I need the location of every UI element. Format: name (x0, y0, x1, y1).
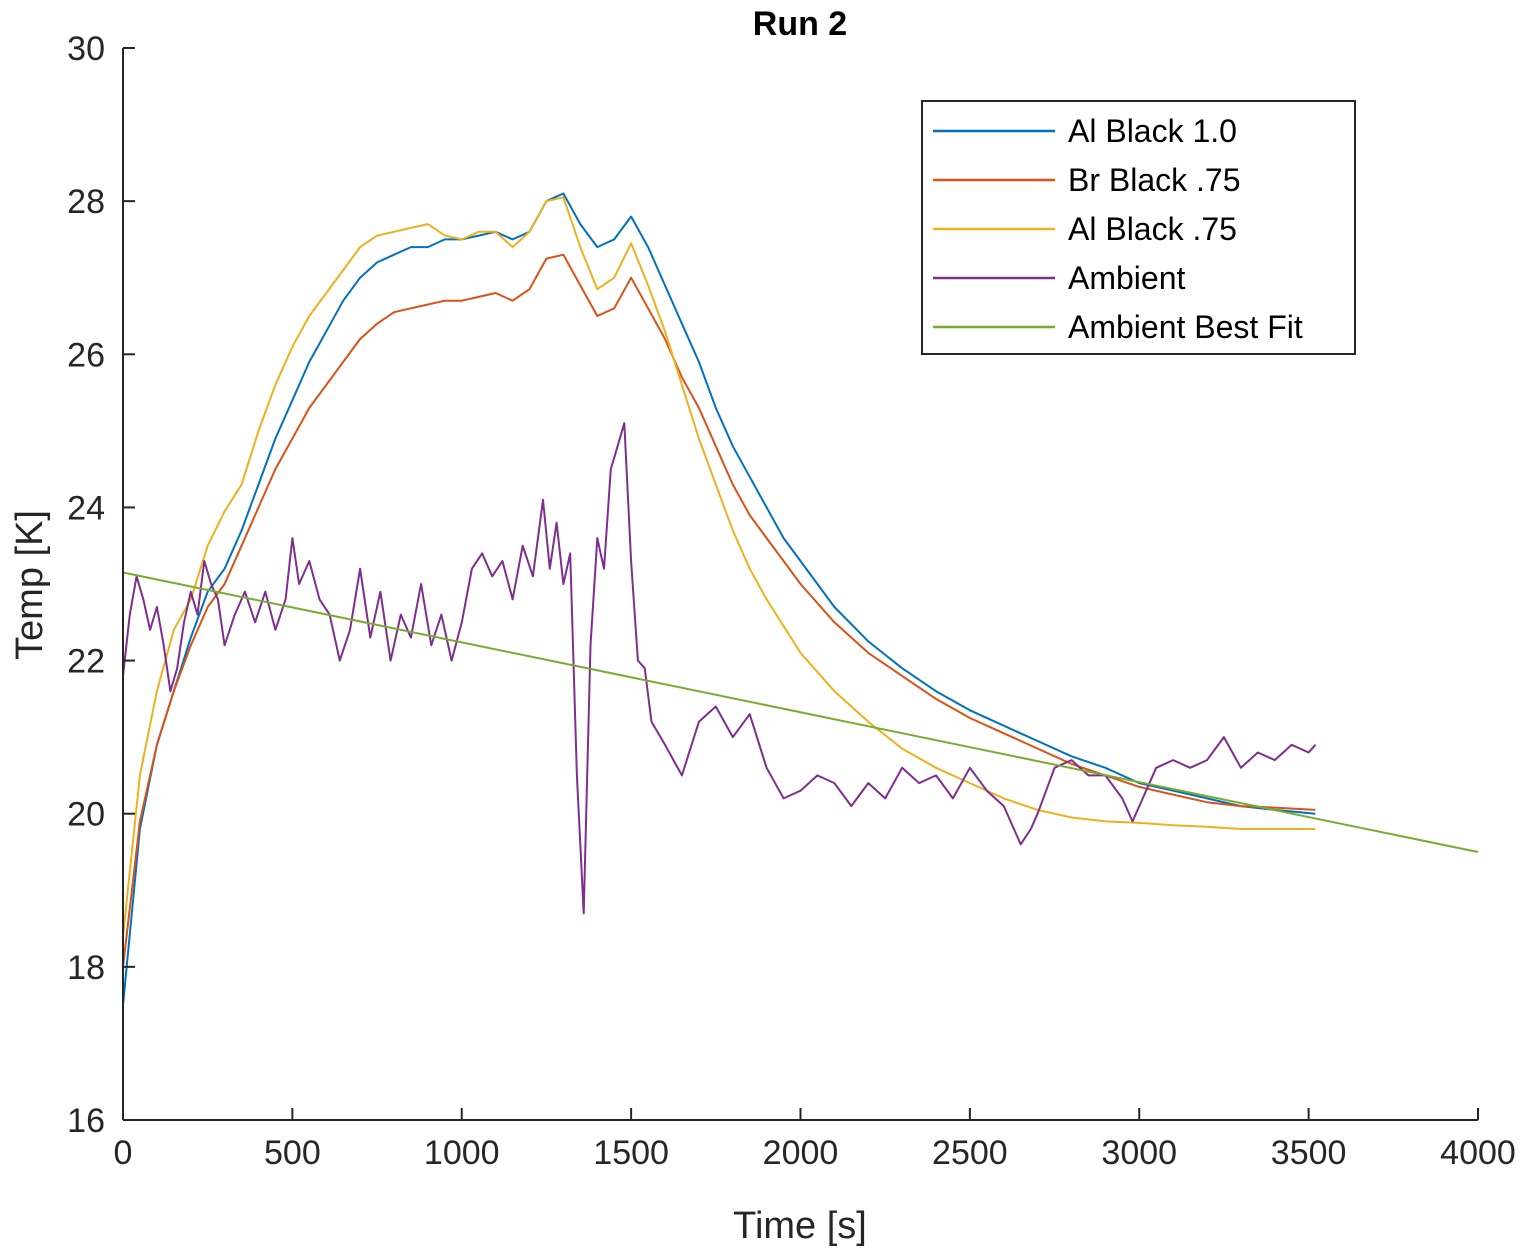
x-axis-label: Time [s] (733, 1205, 867, 1247)
legend-label: Ambient (1068, 260, 1186, 296)
y-tick-label: 18 (67, 949, 105, 987)
x-tick-label: 2000 (763, 1134, 839, 1172)
x-tick-label: 4000 (1440, 1134, 1516, 1172)
y-tick-label: 30 (67, 30, 105, 68)
series-line-al-black-1-0 (122, 192, 1316, 1006)
legend-label: Br Black .75 (1068, 162, 1241, 198)
y-tick-label: 26 (67, 336, 105, 374)
y-axis-label: Temp [K] (9, 510, 51, 660)
x-tick-label: 3500 (1271, 1134, 1347, 1172)
legend-label: Al Black .75 (1068, 211, 1237, 247)
series-layer (122, 192, 1479, 1006)
series-line-ambient-best-fit (122, 571, 1479, 853)
y-tick-label: 16 (67, 1102, 105, 1140)
y-tick-label: 22 (67, 643, 105, 681)
legend-label: Ambient Best Fit (1068, 309, 1303, 345)
y-tick-label: 24 (67, 489, 105, 527)
x-tick-label: 500 (264, 1134, 321, 1172)
legend: Al Black 1.0 Br Black .75 Al Black .75 Ambi… (921, 100, 1356, 355)
x-tick-label: 0 (114, 1134, 133, 1172)
x-tick-label: 1000 (424, 1134, 500, 1172)
x-tick-label: 1500 (593, 1134, 669, 1172)
series-line-br-black-75 (122, 253, 1316, 968)
series-line-ambient (122, 422, 1317, 915)
y-tick-label: 28 (67, 183, 105, 221)
series-line-al-black-75 (122, 196, 1316, 937)
legend-label: Al Black 1.0 (1068, 113, 1237, 149)
chart-title: Run 2 (753, 5, 847, 43)
y-tick-label: 20 (67, 796, 105, 834)
axes-layer: 0 500 1000 1500 2000 2500 3000 3500 4000 16 18 20 22… (67, 30, 1516, 1172)
x-tick-label: 3000 (1101, 1134, 1177, 1172)
x-tick-label: 2500 (932, 1134, 1008, 1172)
legend-box (921, 100, 1356, 355)
